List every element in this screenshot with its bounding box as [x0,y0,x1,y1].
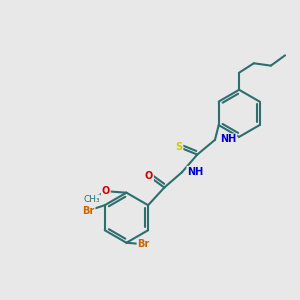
Text: S: S [176,142,183,152]
Text: O: O [102,186,110,196]
Text: O: O [145,171,153,182]
Text: Br: Br [137,239,150,249]
Text: Br: Br [82,206,95,215]
Text: NH: NH [220,134,236,144]
Text: NH: NH [187,167,203,177]
Text: CH₃: CH₃ [83,195,100,204]
